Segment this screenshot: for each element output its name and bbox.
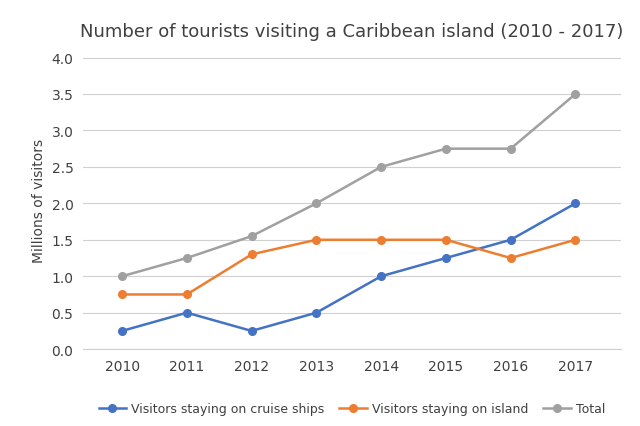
Line: Visitors staying on cruise ships: Visitors staying on cruise ships [118,200,579,335]
Visitors staying on cruise ships [248,328,255,334]
Total [507,147,515,152]
Total [118,274,126,279]
Legend: Visitors staying on cruise ships, Visitors staying on island, Total: Visitors staying on cruise ships, Visito… [93,397,611,420]
Visitors staying on cruise ships [507,238,515,243]
Visitors staying on island [118,292,126,297]
Title: Number of tourists visiting a Caribbean island (2010 - 2017): Number of tourists visiting a Caribbean … [80,23,624,41]
Line: Total: Total [118,91,579,280]
Visitors staying on cruise ships [442,256,450,261]
Visitors staying on island [248,252,255,257]
Visitors staying on cruise ships [378,274,385,279]
Visitors staying on cruise ships [572,201,579,207]
Y-axis label: Millions of visitors: Millions of visitors [32,138,46,262]
Total [183,256,191,261]
Total [248,234,255,239]
Visitors staying on island [507,256,515,261]
Visitors staying on island [572,238,579,243]
Visitors staying on island [312,238,320,243]
Total [378,165,385,170]
Visitors staying on island [442,238,450,243]
Visitors staying on cruise ships [312,311,320,316]
Total [442,147,450,152]
Visitors staying on island [183,292,191,297]
Total [572,92,579,97]
Total [312,201,320,207]
Visitors staying on cruise ships [183,311,191,316]
Line: Visitors staying on island: Visitors staying on island [118,236,579,299]
Visitors staying on island [378,238,385,243]
Visitors staying on cruise ships [118,328,126,334]
